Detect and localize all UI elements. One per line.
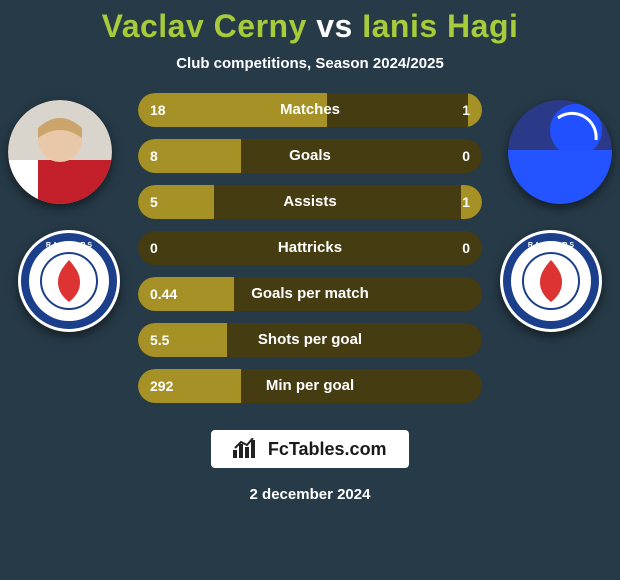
stat-value-right <box>458 323 482 357</box>
title-vs: vs <box>316 8 353 44</box>
chart-icon <box>233 438 259 460</box>
player-photo-icon <box>8 100 112 204</box>
stats-bars: 181Matches80Goals51Assists00Hattricks0.4… <box>138 93 482 415</box>
stat-row: 80Goals <box>138 139 482 173</box>
stat-fill-left <box>138 323 227 357</box>
stat-fill-left <box>138 277 234 311</box>
stat-label: Hattricks <box>138 231 482 265</box>
subtitle: Club competitions, Season 2024/2025 <box>0 55 620 72</box>
player-photo-icon <box>508 100 612 204</box>
club-crest-icon: R A N G E R S <box>500 230 602 332</box>
title-player-1: Vaclav Cerny <box>102 8 307 44</box>
stat-row: 0.44Goals per match <box>138 277 482 311</box>
club-2-crest: R A N G E R S <box>500 230 602 332</box>
stat-row: 292Min per goal <box>138 369 482 403</box>
stat-fill-right <box>468 93 482 127</box>
club-crest-icon: R A N G E R S <box>18 230 120 332</box>
footer-date: 2 december 2024 <box>0 486 620 503</box>
stat-value-right: 0 <box>450 231 482 265</box>
player-1-avatar <box>8 100 112 204</box>
footer: FcTables.com 2 december 2024 <box>0 430 620 503</box>
stat-fill-right <box>461 185 482 219</box>
content-area: R A N G E R S R A N G E R S 181Matches80… <box>0 100 620 430</box>
stat-fill-left <box>138 369 241 403</box>
stat-fill-left <box>138 93 327 127</box>
stat-fill-left <box>138 185 214 219</box>
stat-row: 181Matches <box>138 93 482 127</box>
title-player-2: Ianis Hagi <box>362 8 518 44</box>
stat-row: 51Assists <box>138 185 482 219</box>
stat-value-left: 0 <box>138 231 170 265</box>
brand-logo-box: FcTables.com <box>211 430 408 468</box>
stat-value-right: 0 <box>450 139 482 173</box>
club-1-crest: R A N G E R S <box>18 230 120 332</box>
comparison-title: Vaclav Cerny vs Ianis Hagi <box>0 8 620 45</box>
stat-fill-left <box>138 139 241 173</box>
svg-text:R A N G E R S: R A N G E R S <box>528 242 574 249</box>
brand-name: FcTables.com <box>268 439 387 460</box>
stat-row: 0 0Hattricks <box>138 231 482 265</box>
stat-value-right <box>458 369 482 403</box>
stat-row: 5.5Shots per goal <box>138 323 482 357</box>
svg-text:R A N G E R S: R A N G E R S <box>46 242 92 249</box>
player-2-avatar <box>508 100 612 204</box>
stat-value-right <box>458 277 482 311</box>
header: Vaclav Cerny vs Ianis Hagi Club competit… <box>0 0 620 72</box>
